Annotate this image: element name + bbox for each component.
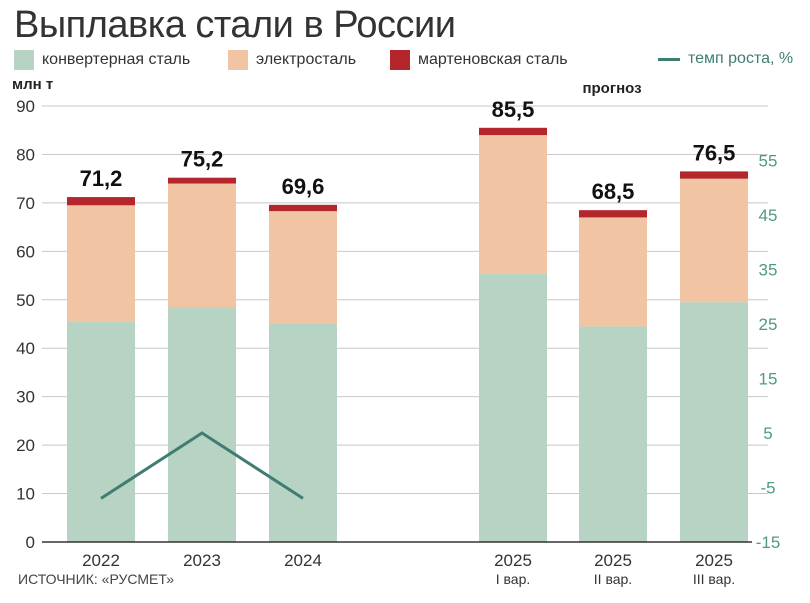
right-tick-label: 55	[759, 152, 778, 171]
left-tick-label: 90	[16, 97, 35, 116]
bar-electric	[269, 211, 337, 324]
chart-title: Выплавка стали в России	[14, 4, 456, 46]
category-label: 2025	[494, 551, 532, 570]
openhearth-swatch	[390, 50, 410, 70]
left-tick-label: 10	[16, 485, 35, 504]
legend-label-growth: темп роста, %	[688, 50, 794, 67]
legend-item-growth: темп роста, %	[658, 50, 793, 68]
left-tick-label: 20	[16, 436, 35, 455]
left-tick-label: 80	[16, 145, 35, 164]
left-tick-label: 50	[16, 291, 35, 310]
bar-converter	[680, 302, 748, 542]
left-tick-label: 0	[26, 533, 35, 552]
category-sublabel: III вар.	[693, 571, 735, 587]
bar-openhearth	[67, 197, 135, 206]
bar-electric	[67, 205, 135, 322]
bar-electric	[479, 135, 547, 274]
bar-total-label: 76,5	[693, 140, 736, 165]
legend-item-converter: конвертерная сталь	[14, 50, 190, 70]
legend-label-electric: электросталь	[256, 51, 357, 68]
electric-swatch	[228, 50, 248, 70]
legend-label-openhearth: мартеновская сталь	[418, 51, 568, 68]
bar-openhearth	[579, 210, 647, 218]
legend: конвертерная сталь электросталь мартенов…	[0, 50, 810, 72]
category-label: 2022	[82, 551, 120, 570]
bar-total-label: 75,2	[181, 147, 224, 172]
category-label: 2025	[695, 551, 733, 570]
legend-item-electric: электросталь	[228, 50, 356, 70]
bar-openhearth	[479, 127, 547, 136]
left-tick-label: 40	[16, 339, 35, 358]
bar-openhearth	[680, 171, 748, 179]
right-tick-label: 5	[763, 424, 772, 443]
left-tick-label: 30	[16, 388, 35, 407]
right-tick-label: -5	[760, 479, 775, 498]
left-tick-label: 60	[16, 242, 35, 261]
bar-electric	[168, 183, 236, 308]
bar-converter	[67, 321, 135, 542]
bar-total-label: 71,2	[80, 166, 123, 191]
source-note: ИСТОЧНИК: «РУСМЕТ»	[18, 571, 175, 587]
bar-openhearth	[168, 177, 236, 184]
category-label: 2025	[594, 551, 632, 570]
category-sublabel: II вар.	[594, 571, 632, 587]
bar-converter	[168, 307, 236, 542]
bar-converter	[269, 324, 337, 542]
bar-converter	[579, 326, 647, 542]
category-label: 2023	[183, 551, 221, 570]
bar-total-label: 85,5	[492, 97, 535, 122]
legend-label-converter: конвертерная сталь	[42, 51, 191, 68]
category-sublabel: I вар.	[496, 571, 531, 587]
bar-electric	[579, 217, 647, 327]
bar-total-label: 69,6	[282, 174, 325, 199]
forecast-label: прогноз	[582, 80, 641, 97]
right-tick-label: 15	[759, 370, 778, 389]
bar-total-label: 68,5	[592, 179, 635, 204]
converter-swatch	[14, 50, 34, 70]
right-tick-label: 45	[759, 206, 778, 225]
growth-swatch	[658, 57, 680, 61]
category-label: 2024	[284, 551, 322, 570]
left-axis-label: млн т	[12, 76, 53, 93]
right-tick-label: -15	[756, 533, 781, 552]
bar-electric	[680, 178, 748, 303]
bar-openhearth	[269, 204, 337, 212]
left-tick-label: 70	[16, 194, 35, 213]
right-tick-label: 25	[759, 315, 778, 334]
bar-converter	[479, 273, 547, 542]
legend-item-openhearth: мартеновская сталь	[390, 50, 568, 70]
right-tick-label: 35	[759, 261, 778, 280]
